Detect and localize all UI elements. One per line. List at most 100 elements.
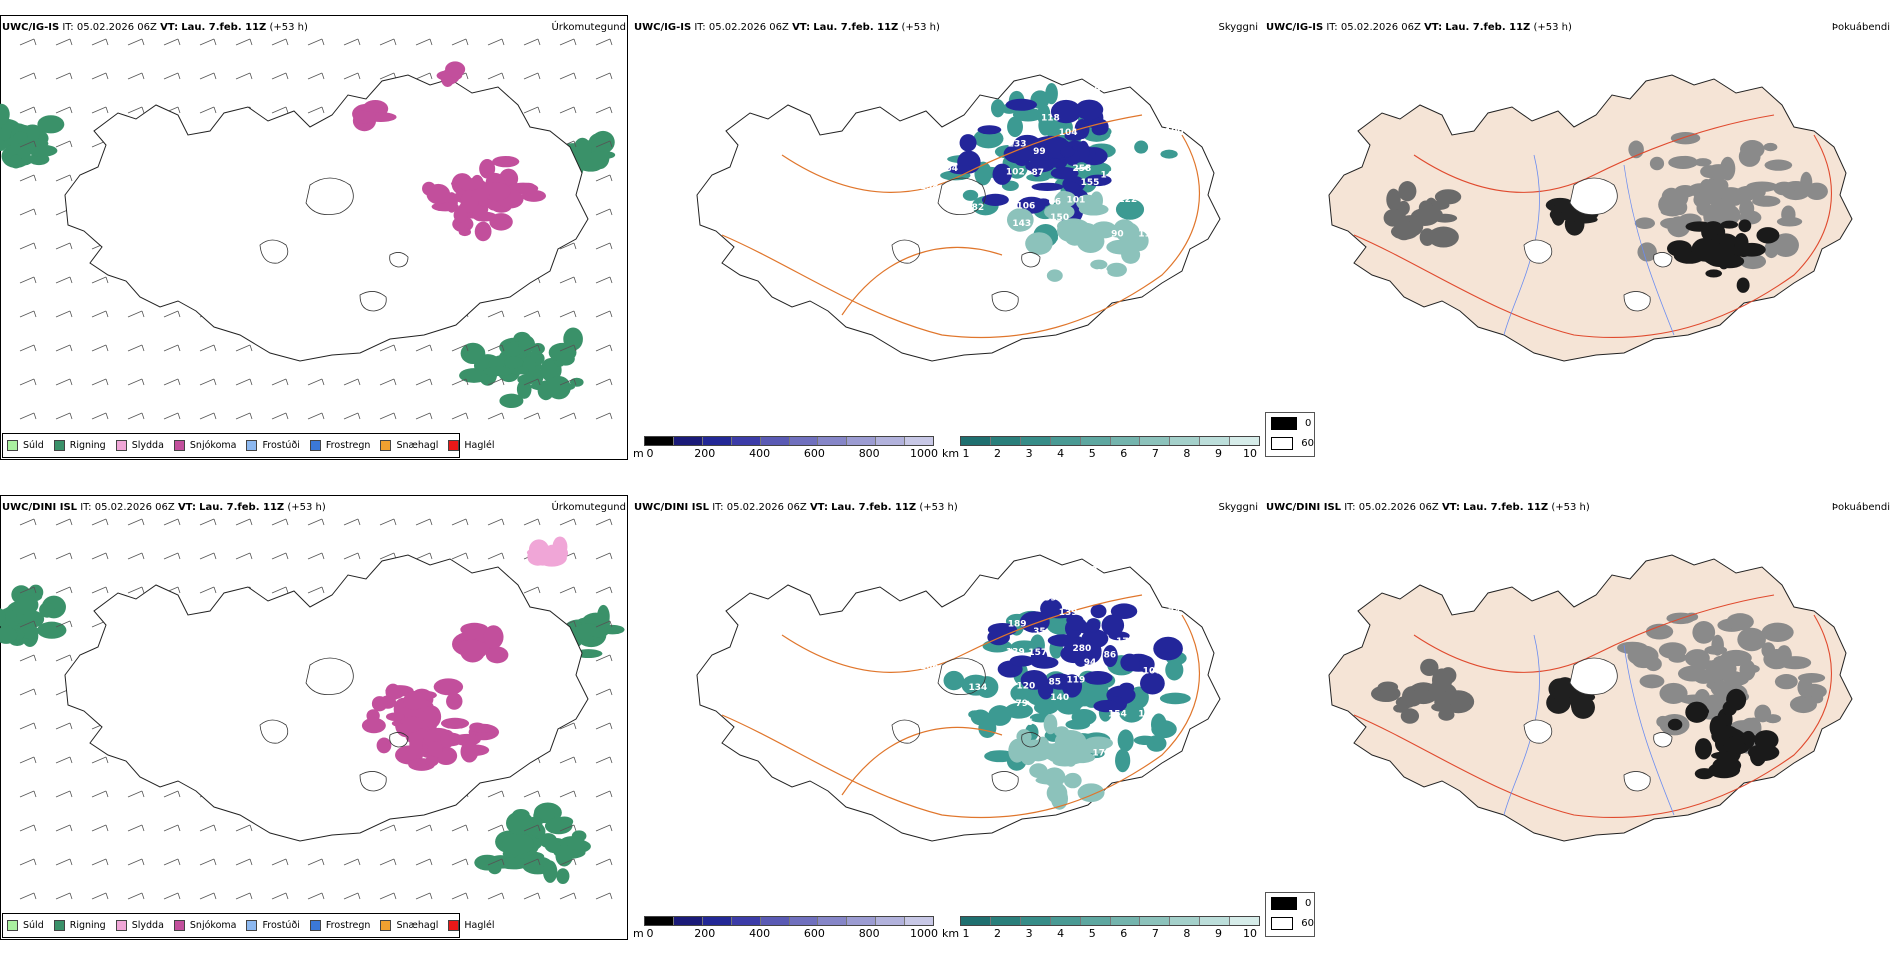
header-it: 05.02.2026 06Z — [77, 22, 157, 33]
colorbar-cell — [790, 917, 819, 925]
colorbar-cell — [1021, 917, 1051, 925]
colorbar-cell — [703, 917, 732, 925]
legend-label: Súld — [23, 440, 44, 451]
map-canvas — [1264, 495, 1894, 935]
visibility-value-label: 87 — [1032, 168, 1045, 178]
header-vt-label: VT: — [1442, 502, 1460, 513]
colorbar-cell — [905, 437, 933, 445]
visibility-value-label: 60 — [1095, 269, 1108, 279]
colorbar-tick-label: 1000 — [910, 447, 938, 460]
colorbar-tick-label: 400 — [749, 927, 770, 940]
colorbar-tick-label: 400 — [749, 447, 770, 460]
ptype-legend-item: Frostregn — [310, 920, 371, 931]
legend-label: Frostúði — [262, 920, 299, 931]
colorbar-cell — [1230, 917, 1259, 925]
header-lead: (+53 h) — [919, 502, 957, 513]
colorbar-cell — [645, 917, 674, 925]
panel-header: UWC/DINI ISL IT: 05.02.2026 06Z VT: Lau.… — [634, 502, 958, 513]
header-it-label: IT: — [694, 22, 705, 33]
ptype-legend-item: Frostúði — [246, 920, 299, 931]
map-canvas — [0, 495, 630, 935]
legend-swatch — [54, 920, 65, 931]
colorbar-cell — [818, 437, 847, 445]
visibility-value-label: 135 — [1100, 586, 1119, 596]
legend-swatch — [246, 920, 257, 931]
visibility-value-label: 101 — [1067, 195, 1086, 205]
legend-swatch — [174, 920, 185, 931]
visibility-value-label: 79 — [1015, 699, 1028, 709]
colorbar-cell — [961, 917, 991, 925]
panel-header: UWC/IG-IS IT: 05.02.2026 06Z VT: Lau. 7.… — [634, 22, 940, 33]
visibility-value-label: 104 — [1059, 128, 1078, 138]
colorbar-cell — [1021, 437, 1051, 445]
visibility-value-label: 102 — [1006, 167, 1025, 177]
colorbar-tick-label: 5 — [1089, 927, 1096, 940]
header-it: 05.02.2026 06Z — [709, 22, 789, 33]
legend-swatch — [7, 920, 18, 931]
legend-label: 60 — [1301, 918, 1314, 929]
visibility-value-label: 59 — [1044, 594, 1057, 604]
legend-swatch — [448, 920, 459, 931]
legend-label: Snæhagl — [396, 920, 438, 931]
colorbar-cell — [1170, 437, 1200, 445]
header-vt: Lau. 7.feb. 11Z — [181, 22, 266, 33]
legend-label: 0 — [1305, 418, 1311, 429]
legend-swatch — [380, 440, 391, 451]
colorbar-cell — [674, 437, 703, 445]
ptype-legend-item: Frostregn — [310, 440, 371, 451]
visibility-value-label: 120 — [1016, 682, 1035, 692]
header-model: UWC/DINI ISL — [1266, 502, 1341, 513]
visibility-value-label: 94 — [1084, 658, 1097, 668]
colorbar-tick-label: 800 — [859, 447, 880, 460]
panel-title: Skyggni — [1218, 502, 1258, 513]
legend-label: Frostúði — [262, 440, 299, 451]
header-model: UWC/DINI ISL — [2, 502, 77, 513]
panel-header: UWC/DINI ISL IT: 05.02.2026 06Z VT: Lau.… — [1266, 502, 1590, 513]
header-it: 05.02.2026 06Z — [727, 502, 807, 513]
colorbar-tick-label: 800 — [859, 927, 880, 940]
colorbar-tick-label: 600 — [804, 447, 825, 460]
vis-m-colorbar — [644, 436, 934, 446]
colorbar-cell — [674, 917, 703, 925]
legend-label: 0 — [1305, 898, 1311, 909]
ptype-legend-item: Snæhagl — [380, 440, 438, 451]
ptype-legend-item: Rigning — [54, 920, 106, 931]
header-it-label: IT: — [712, 502, 723, 513]
visibility-value-label: 90 — [1111, 230, 1124, 240]
colorbar-cell — [1140, 917, 1170, 925]
colorbar-cell — [876, 437, 905, 445]
colorbar-cell — [1170, 917, 1200, 925]
legend-label: Rigning — [70, 920, 106, 931]
colorbar-tick-label: 200 — [694, 927, 715, 940]
colorbar-tick-label: 1 — [963, 447, 970, 460]
legend-label: Snæhagl — [396, 440, 438, 451]
visibility-value-label: 110 — [961, 224, 980, 234]
panel-header: UWC/IG-IS IT: 05.02.2026 06Z VT: Lau. 7.… — [1266, 22, 1572, 33]
vis-km-colorbar — [960, 436, 1260, 446]
colorbar-cell — [703, 437, 732, 445]
ptype-legend-item: Slydda — [116, 440, 164, 451]
visibility-value-label: 229 — [1082, 85, 1101, 95]
ptype-legend-item: Rigning — [54, 440, 106, 451]
header-vt: Lau. 7.feb. 11Z — [199, 502, 284, 513]
vis-m-unit: m — [633, 927, 644, 940]
header-model: UWC/IG-IS — [2, 22, 59, 33]
map-panel: UWC/DINI ISL IT: 05.02.2026 06Z VT: Lau.… — [1264, 495, 1894, 960]
visibility-value-label: 140 — [1050, 693, 1069, 703]
vis-m-colorbar — [644, 916, 934, 926]
header-vt-label: VT: — [160, 22, 178, 33]
panel-header: UWC/IG-IS IT: 05.02.2026 06Z VT: Lau. 7.… — [2, 22, 308, 33]
visibility-value-label: 74 — [1168, 607, 1181, 617]
colorbar-tick-label: 10 — [1243, 447, 1257, 460]
colorbar-tick-label: 200 — [694, 447, 715, 460]
visibility-value-label: 170 — [1092, 749, 1111, 759]
visibility-value-label: 143 — [1012, 219, 1031, 229]
visibility-value-label: 107 — [1143, 667, 1162, 677]
legend-label: Frostregn — [326, 920, 371, 931]
ptype-legend-item: Snæhagl — [380, 920, 438, 931]
legend-swatch — [380, 920, 391, 931]
